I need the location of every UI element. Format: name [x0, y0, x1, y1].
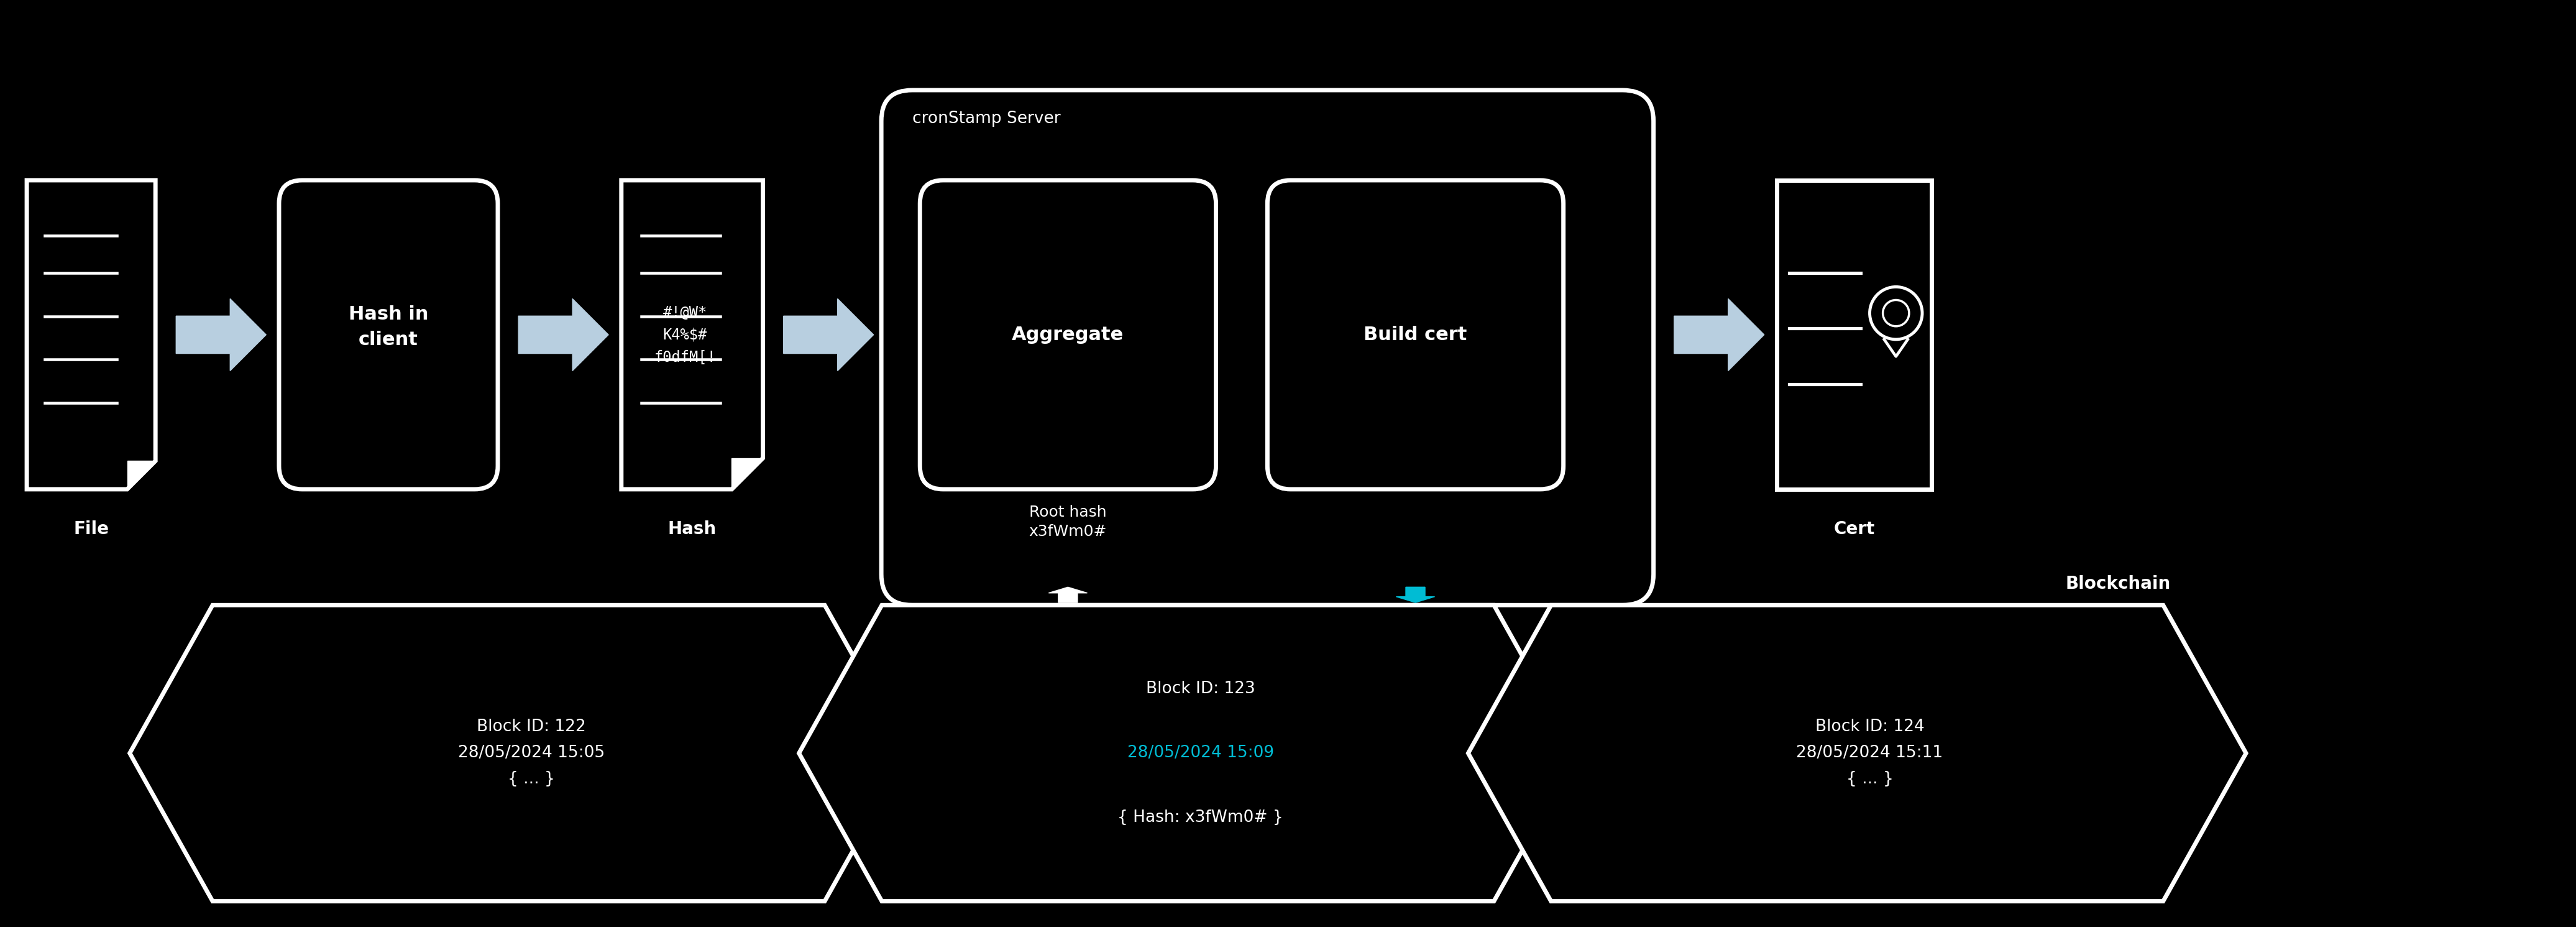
FancyBboxPatch shape: [920, 180, 1216, 489]
Polygon shape: [783, 298, 873, 371]
Text: #!@W*
K4%$#
f0dfM[!: #!@W* K4%$# f0dfM[!: [654, 305, 716, 364]
Text: Block ID: 124
28/05/2024 15:11
{ ... }: Block ID: 124 28/05/2024 15:11 { ... }: [1795, 719, 1942, 787]
Text: Hash in
client: Hash in client: [348, 305, 428, 349]
Polygon shape: [518, 298, 608, 371]
Text: Root hash
x3fWm0#: Root hash x3fWm0#: [1028, 504, 1108, 540]
Text: File: File: [72, 520, 108, 538]
Bar: [1777, 180, 1932, 489]
FancyBboxPatch shape: [1267, 180, 1564, 489]
Text: 28/05/2024 15:09: 28/05/2024 15:09: [1128, 745, 1275, 761]
Text: Aggregate: Aggregate: [1012, 325, 1123, 344]
Polygon shape: [129, 605, 907, 901]
Circle shape: [1870, 286, 1922, 339]
FancyBboxPatch shape: [278, 180, 497, 489]
Text: { Hash: x3fWm0# }: { Hash: x3fWm0# }: [1118, 809, 1283, 826]
Polygon shape: [621, 180, 762, 489]
Polygon shape: [732, 458, 762, 489]
Polygon shape: [175, 298, 265, 371]
Polygon shape: [1674, 298, 1765, 371]
Text: Build cert: Build cert: [1363, 325, 1468, 344]
Polygon shape: [26, 180, 155, 489]
Text: Blockchain: Blockchain: [2066, 575, 2172, 592]
Text: Block ID: 122
28/05/2024 15:05
{ ... }: Block ID: 122 28/05/2024 15:05 { ... }: [459, 719, 605, 787]
Text: cronStamp Server: cronStamp Server: [912, 110, 1061, 127]
FancyBboxPatch shape: [881, 90, 1654, 605]
Text: Cert: Cert: [1834, 520, 1875, 538]
Polygon shape: [1396, 587, 1435, 603]
Polygon shape: [799, 605, 1577, 901]
Polygon shape: [1048, 587, 1087, 603]
Circle shape: [1883, 300, 1909, 326]
Text: Block ID: 123: Block ID: 123: [1146, 680, 1255, 697]
Polygon shape: [1468, 605, 2246, 901]
Text: Hash: Hash: [667, 520, 716, 538]
Polygon shape: [126, 461, 155, 489]
